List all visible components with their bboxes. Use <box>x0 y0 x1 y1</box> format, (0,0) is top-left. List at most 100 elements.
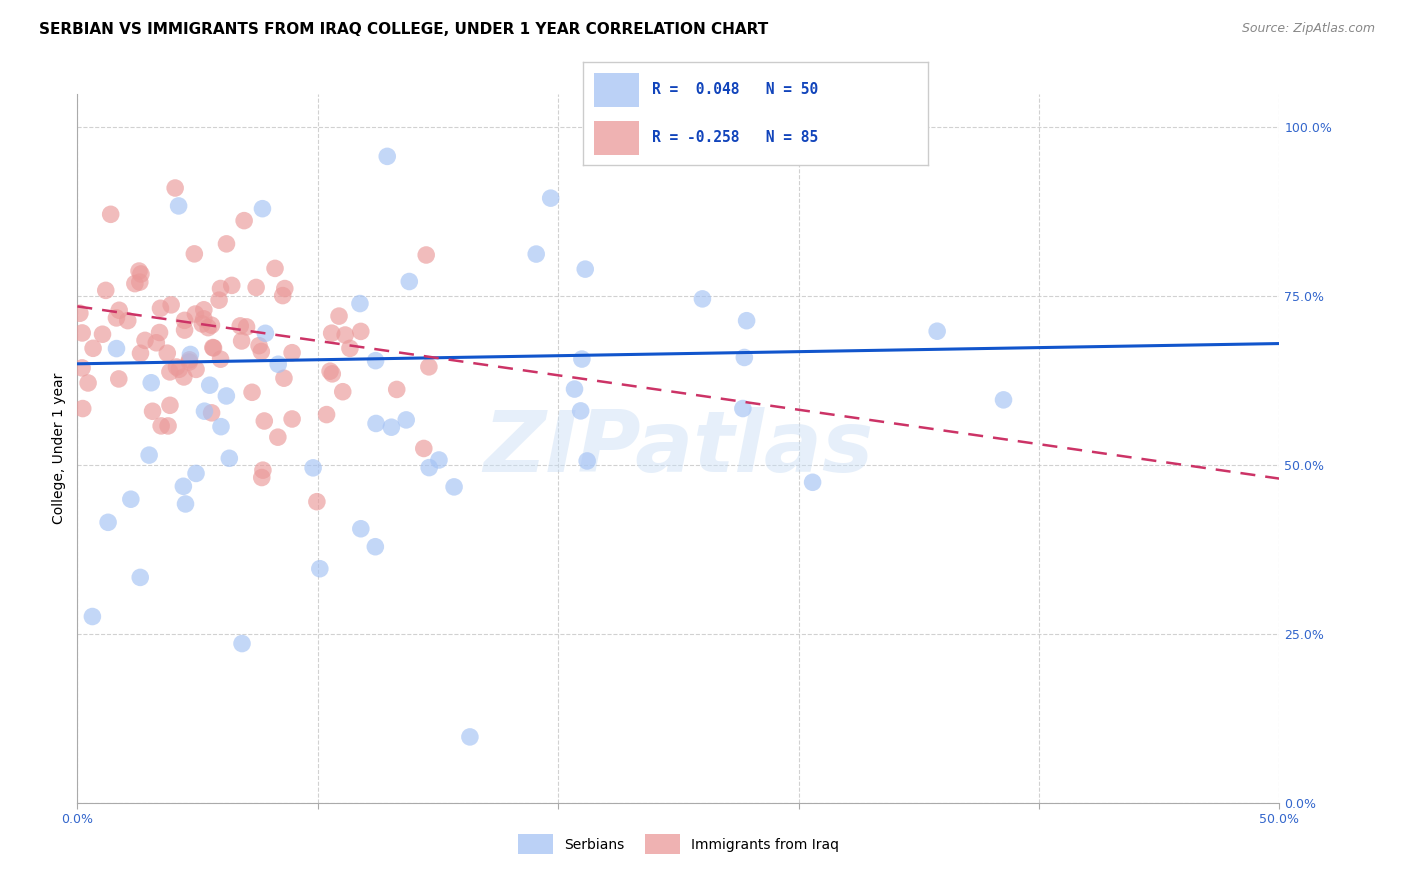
Point <box>332 384 354 399</box>
Point <box>150 418 173 433</box>
Point <box>576 454 599 468</box>
Point <box>333 328 356 343</box>
Point <box>540 191 562 205</box>
Point <box>129 346 152 360</box>
Text: Source: ZipAtlas.com: Source: ZipAtlas.com <box>1241 22 1375 36</box>
Point <box>302 460 325 475</box>
Point <box>108 303 131 318</box>
Point <box>200 318 222 333</box>
Point <box>735 314 758 328</box>
Point <box>364 540 387 554</box>
Point <box>209 419 232 434</box>
Point <box>305 494 328 508</box>
Point <box>253 414 276 428</box>
Point <box>571 352 593 367</box>
Point <box>157 419 180 434</box>
Point <box>254 326 277 341</box>
Point <box>159 398 181 412</box>
Point <box>172 479 194 493</box>
Y-axis label: College, Under 1 year: College, Under 1 year <box>52 373 66 524</box>
Point <box>70 326 93 340</box>
Point <box>208 293 231 308</box>
Point <box>364 353 387 368</box>
Point <box>427 453 450 467</box>
Point <box>167 199 190 213</box>
Point <box>142 404 165 418</box>
Point <box>193 311 215 326</box>
Point <box>264 261 287 276</box>
Point <box>733 351 755 365</box>
Point <box>418 359 440 374</box>
Point <box>82 609 104 624</box>
Point <box>193 404 215 418</box>
Point <box>247 339 270 353</box>
Point <box>993 392 1015 407</box>
Point <box>148 326 170 340</box>
Point <box>564 382 586 396</box>
Point <box>156 346 179 360</box>
Point <box>165 181 187 195</box>
Point <box>197 320 219 334</box>
Point <box>167 362 190 376</box>
Point <box>159 365 181 379</box>
Point <box>82 341 104 355</box>
Point <box>319 364 342 378</box>
Point <box>124 277 146 291</box>
Point <box>415 248 437 262</box>
Point <box>184 467 207 481</box>
Point <box>235 319 257 334</box>
Point <box>328 309 350 323</box>
Text: R = -0.258   N = 85: R = -0.258 N = 85 <box>652 130 818 145</box>
Point <box>70 360 93 375</box>
Point <box>218 451 240 466</box>
Point <box>273 371 295 385</box>
Point <box>458 730 481 744</box>
Point <box>107 372 129 386</box>
Point <box>412 442 434 456</box>
Point <box>231 636 253 650</box>
Point <box>166 359 188 374</box>
Point <box>105 310 128 325</box>
Point <box>398 275 420 289</box>
Point <box>385 383 408 397</box>
Point <box>308 562 330 576</box>
Point <box>274 281 297 295</box>
Point <box>200 406 222 420</box>
Point <box>184 307 207 321</box>
Point <box>191 317 214 331</box>
Point <box>281 412 304 426</box>
Point <box>129 267 152 281</box>
Point <box>100 207 122 221</box>
Point <box>927 324 949 338</box>
Point <box>94 284 117 298</box>
Point <box>120 492 142 507</box>
Point <box>174 497 197 511</box>
Point <box>209 352 232 367</box>
Point <box>233 213 256 227</box>
Point <box>267 430 290 444</box>
Point <box>229 318 252 333</box>
Point <box>179 355 201 369</box>
FancyBboxPatch shape <box>593 121 638 155</box>
Point <box>250 344 273 359</box>
Point <box>149 301 172 316</box>
Point <box>91 327 114 342</box>
Point <box>128 264 150 278</box>
Point <box>443 480 465 494</box>
Point <box>134 334 156 348</box>
Point <box>349 296 371 310</box>
Point <box>105 342 128 356</box>
Point <box>201 341 224 355</box>
Point <box>350 325 373 339</box>
Point <box>245 280 267 294</box>
Text: R =  0.048   N = 50: R = 0.048 N = 50 <box>652 82 818 97</box>
Point <box>138 448 160 462</box>
Point <box>267 357 290 371</box>
Point <box>731 401 754 416</box>
Point <box>801 475 824 490</box>
Point <box>77 376 100 390</box>
Point <box>692 292 714 306</box>
Point <box>198 378 221 392</box>
Point <box>128 275 150 289</box>
Point <box>271 288 294 302</box>
